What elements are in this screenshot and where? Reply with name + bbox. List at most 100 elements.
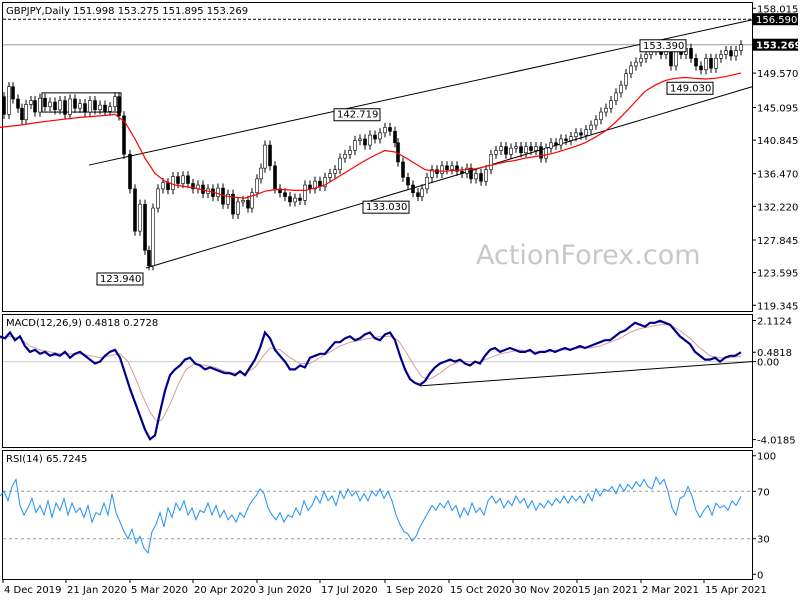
- candle-body: [411, 184, 415, 194]
- candle-body: [624, 73, 628, 86]
- y-tick-label: 140.845: [757, 136, 798, 147]
- x-tick-label: 30 Nov 2020: [514, 585, 578, 596]
- candle-body: [278, 188, 282, 194]
- x-tick-label: 15 Apr 2021: [705, 585, 767, 596]
- y-tick-label: 132.220: [757, 202, 798, 213]
- candle-body: [268, 144, 272, 167]
- candle-body: [103, 104, 107, 112]
- candle-body: [644, 54, 648, 59]
- candle-body: [524, 146, 528, 154]
- y-tick-label: -4.0185: [757, 436, 796, 447]
- candle-body: [263, 144, 267, 169]
- candle-body: [445, 165, 449, 170]
- candle-body: [420, 188, 424, 197]
- candle-body: [719, 54, 723, 59]
- y-tick-label: 2.1124: [757, 317, 792, 328]
- y-tick-label: 145.095: [757, 103, 798, 114]
- candle-body: [338, 157, 342, 170]
- candle-body: [255, 178, 259, 194]
- candle-body: [599, 111, 603, 121]
- candle-body: [236, 201, 240, 215]
- y-tick-label: 136.470: [757, 170, 798, 181]
- candle-body: [674, 50, 678, 67]
- candle-body: [440, 165, 444, 174]
- candle-body: [98, 104, 102, 111]
- macd-main-line: [0, 319, 742, 441]
- candle-body: [689, 48, 693, 59]
- x-axis: 4 Dec 2019 21 Jan 2020 5 Mar 2020 20 Apr 20…: [2, 579, 767, 596]
- candle-body: [544, 147, 548, 159]
- candle-body: [529, 146, 533, 151]
- candle-body: [489, 154, 493, 170]
- candle-body: [358, 138, 362, 141]
- x-tick-label: 4 Dec 2019: [4, 585, 62, 596]
- candle-body: [455, 165, 459, 172]
- candle-body: [113, 96, 117, 107]
- candle-body: [216, 187, 220, 197]
- macd-header: MACD(12,26,9) 0.4818 0.2728: [6, 318, 158, 329]
- candle-body: [559, 138, 563, 146]
- candle-body: [181, 175, 185, 184]
- candle-body: [176, 176, 180, 184]
- x-tick-label: 15 Oct 2020: [450, 585, 512, 596]
- candle-body: [714, 58, 718, 69]
- x-tick-label: 20 Apr 2020: [194, 585, 256, 596]
- candle-body: [416, 192, 420, 197]
- price-header: GBPJPY,Daily 151.998 153.275 151.895 153…: [6, 6, 248, 17]
- candle-body: [579, 132, 583, 136]
- candle-body: [68, 98, 72, 115]
- x-tick-label: 1 Sep 2020: [386, 585, 443, 596]
- candle-body: [534, 146, 538, 151]
- level-label-box: [333, 108, 381, 122]
- candle-body: [186, 175, 190, 184]
- candle-body: [226, 193, 230, 205]
- candle-body: [333, 169, 337, 174]
- candle-body: [629, 65, 633, 74]
- level-label: 142.719: [337, 110, 378, 121]
- candle-body: [20, 107, 24, 121]
- x-tick-label: 17 Jul 2020: [321, 585, 378, 596]
- y-tick-label: 0.4818: [757, 348, 792, 359]
- candle-body: [383, 127, 387, 134]
- candle-body: [430, 169, 434, 178]
- level-label: 133.030: [366, 202, 407, 213]
- candle-body: [108, 106, 112, 112]
- candle-body: [348, 150, 352, 155]
- candle-body: [584, 129, 588, 136]
- candle-body: [16, 98, 20, 109]
- candle-body: [724, 50, 728, 55]
- candle-body: [191, 183, 195, 190]
- candle-body: [128, 154, 132, 190]
- candle-body: [343, 154, 347, 159]
- x-tick-label: 15 Jan 2021: [578, 585, 638, 596]
- candle-body: [11, 86, 15, 100]
- candle-body: [734, 50, 738, 57]
- candle-body: [313, 180, 317, 190]
- candle-body: [273, 165, 277, 190]
- candle-body: [138, 203, 142, 232]
- y-tick-label: 158.015: [757, 4, 798, 15]
- resistance-tag-bg: [753, 13, 798, 26]
- consolidation-box: [41, 92, 122, 113]
- candle-body: [83, 103, 87, 113]
- price-panel-frame: [2, 2, 753, 312]
- candle-body: [7, 86, 11, 115]
- candle-body: [117, 96, 121, 117]
- candle-body: [303, 184, 307, 201]
- candle-body: [166, 182, 170, 190]
- candle-body: [53, 101, 57, 111]
- candle-body: [24, 104, 28, 121]
- rsi-panel: 100 70 30 0: [0, 452, 776, 581]
- candle-body: [406, 177, 410, 186]
- rsi-panel-frame: [2, 450, 753, 580]
- candle-body: [494, 150, 498, 155]
- candle-body: [93, 100, 97, 111]
- price-tag-label: 153.269: [756, 41, 800, 52]
- candle-body: [554, 142, 558, 146]
- candle-body: [569, 136, 573, 141]
- y-tick-label: 100: [757, 452, 776, 463]
- level-label-box: [96, 272, 144, 286]
- candle-body: [704, 58, 708, 71]
